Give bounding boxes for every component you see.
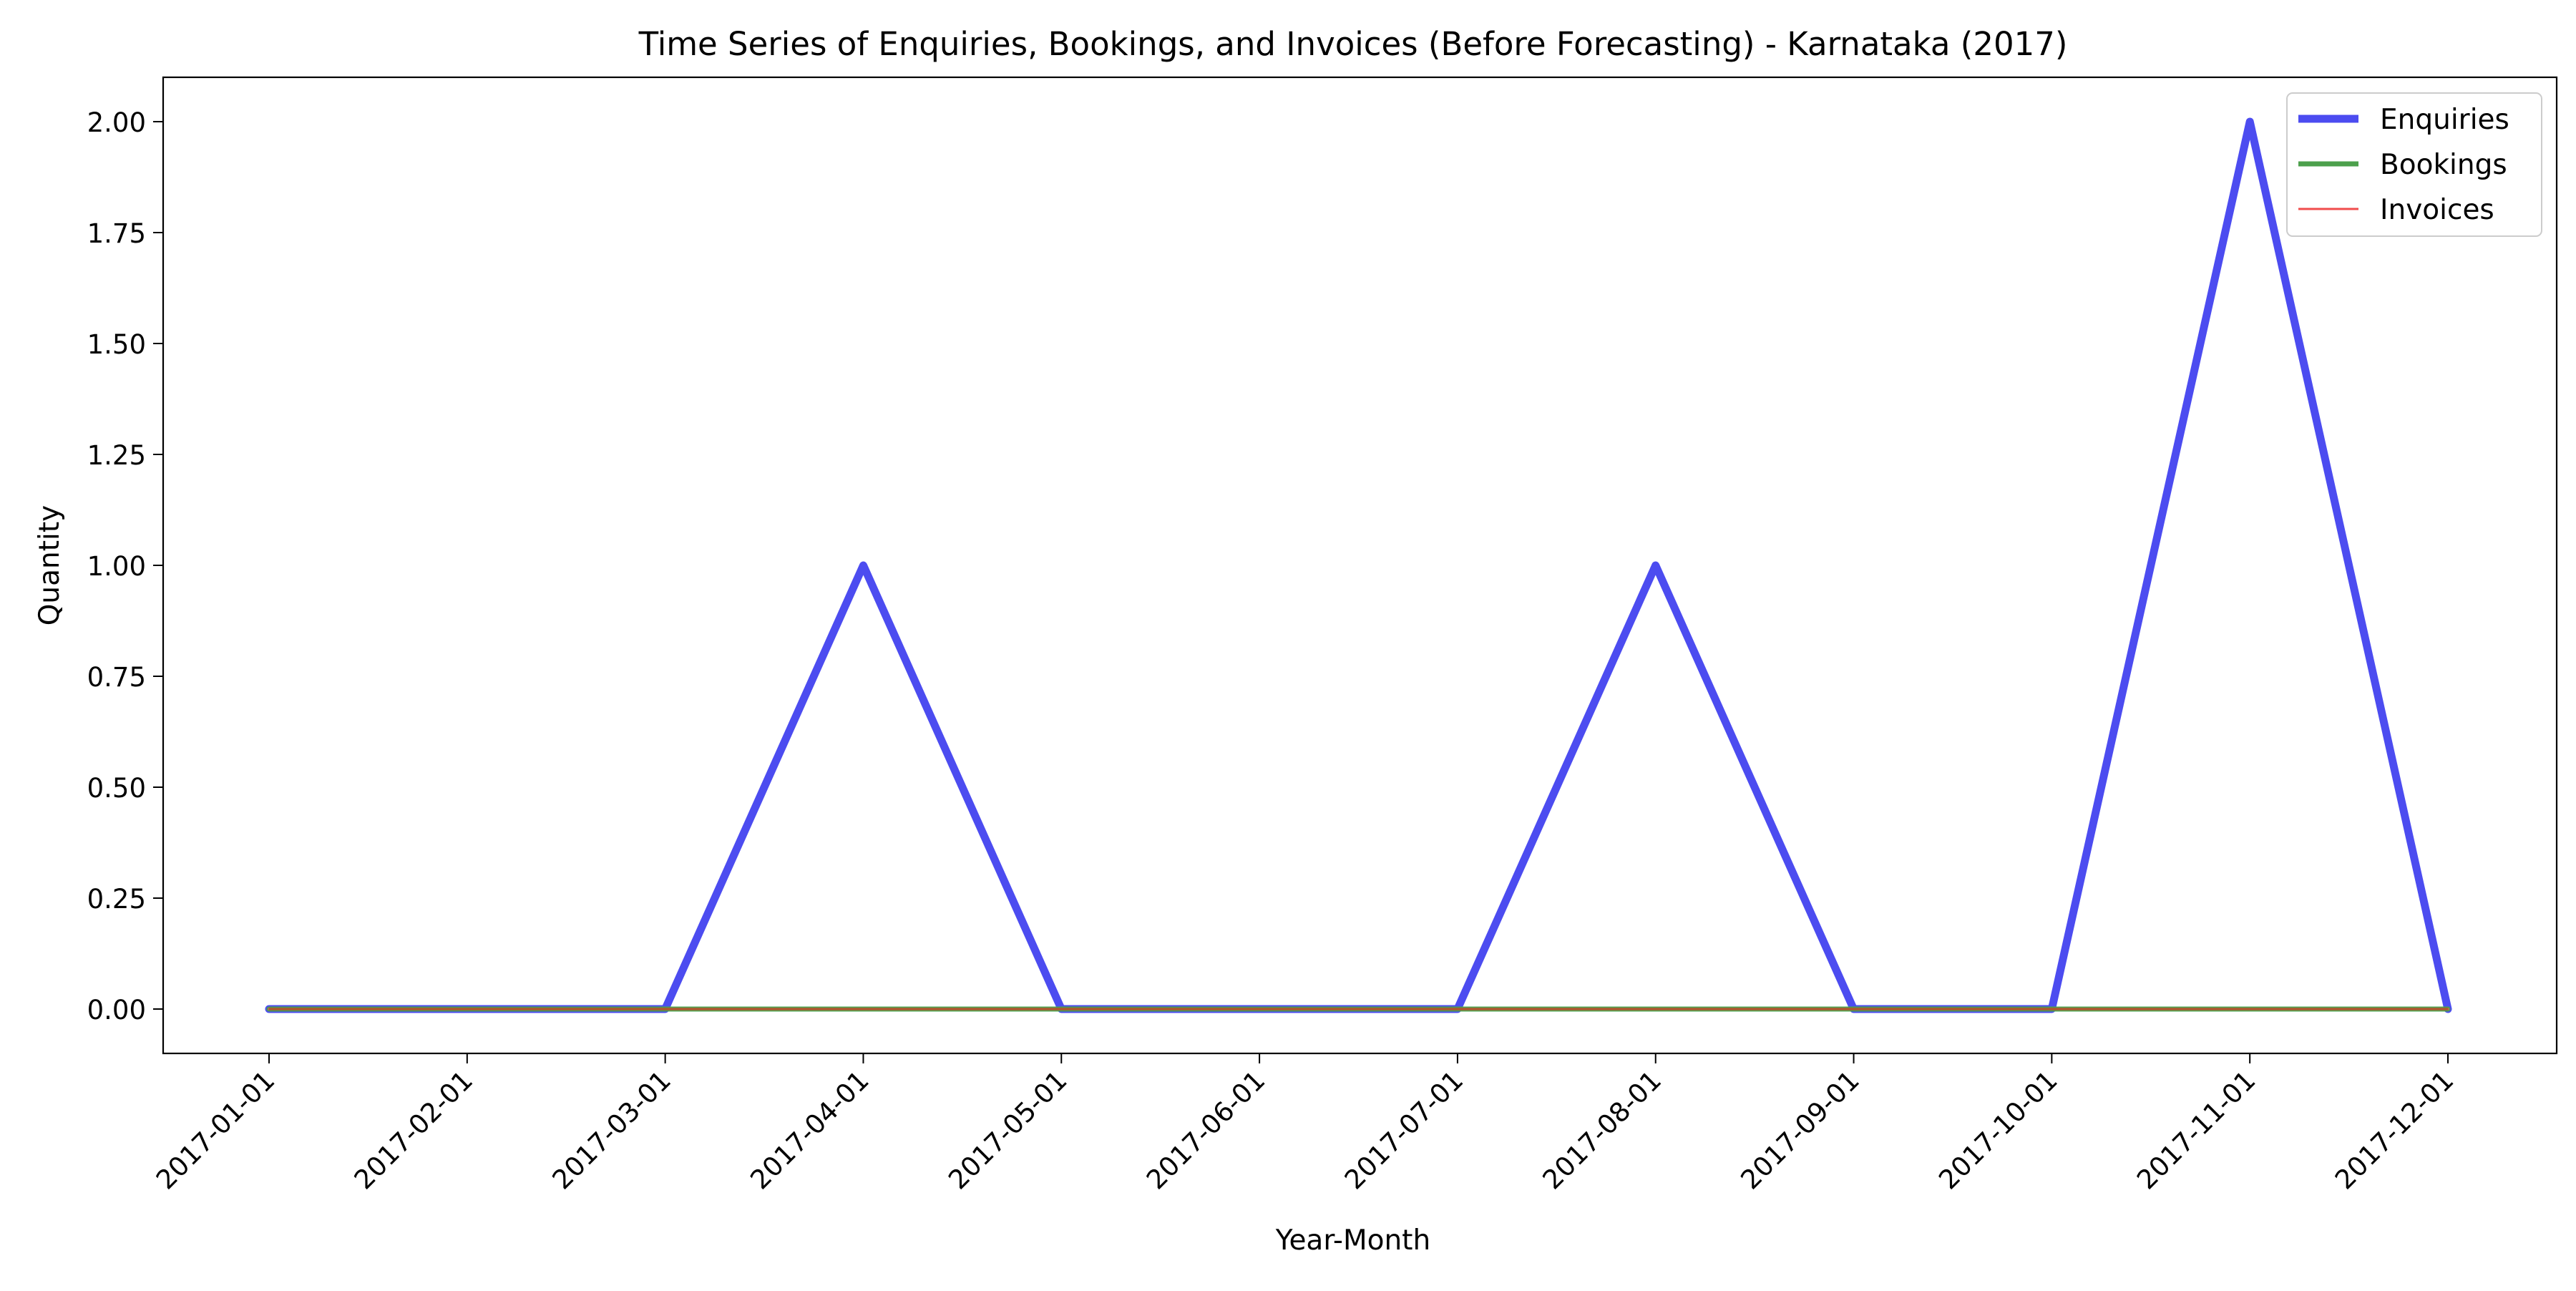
x-tick-label: 2017-02-01 (348, 1065, 479, 1195)
series-line-enquiries (269, 122, 2448, 1009)
y-axis-label: Quantity (34, 505, 66, 626)
x-tick-label: 2017-04-01 (744, 1065, 874, 1195)
legend: Enquiries Bookings Invoices (2287, 93, 2542, 236)
legend-label-enquiries: Enquiries (2380, 104, 2509, 136)
y-tick-label: 1.00 (87, 551, 146, 582)
legend-label-invoices: Invoices (2380, 194, 2494, 226)
x-tick-label: 2017-08-01 (1537, 1065, 1667, 1195)
y-tick-label: 1.75 (87, 218, 146, 249)
x-tick-label: 2017-01-01 (150, 1065, 280, 1195)
x-axis-label: Year-Month (1275, 1224, 1430, 1257)
x-tick-label: 2017-05-01 (942, 1065, 1073, 1195)
x-tick-label: 2017-12-01 (2329, 1065, 2459, 1195)
y-tick-label: 2.00 (87, 107, 146, 138)
y-tick-label: 0.25 (87, 884, 146, 915)
x-tick-label: 2017-11-01 (2131, 1065, 2261, 1195)
axes-frame (163, 77, 2557, 1053)
x-tick-label: 2017-10-01 (1933, 1065, 2063, 1195)
x-tick-label: 2017-06-01 (1141, 1065, 1271, 1195)
y-tick-label: 1.25 (87, 440, 146, 471)
y-tick-label: 0.50 (87, 773, 146, 804)
chart-title: Time Series of Enquiries, Bookings, and … (638, 25, 2068, 63)
legend-label-bookings: Bookings (2380, 149, 2507, 181)
x-tick-label: 2017-09-01 (1735, 1065, 1865, 1195)
x-tick-label: 2017-03-01 (547, 1065, 677, 1195)
y-tick-label: 0.75 (87, 662, 146, 693)
y-tick-label: 1.50 (87, 329, 146, 360)
plot-area: 0.00 0.25 0.50 0.75 1.00 1.25 1.50 1.75 2.00 2017… (87, 77, 2557, 1195)
x-tick-label: 2017-07-01 (1339, 1065, 1469, 1195)
y-tick-label: 0.00 (87, 995, 146, 1026)
